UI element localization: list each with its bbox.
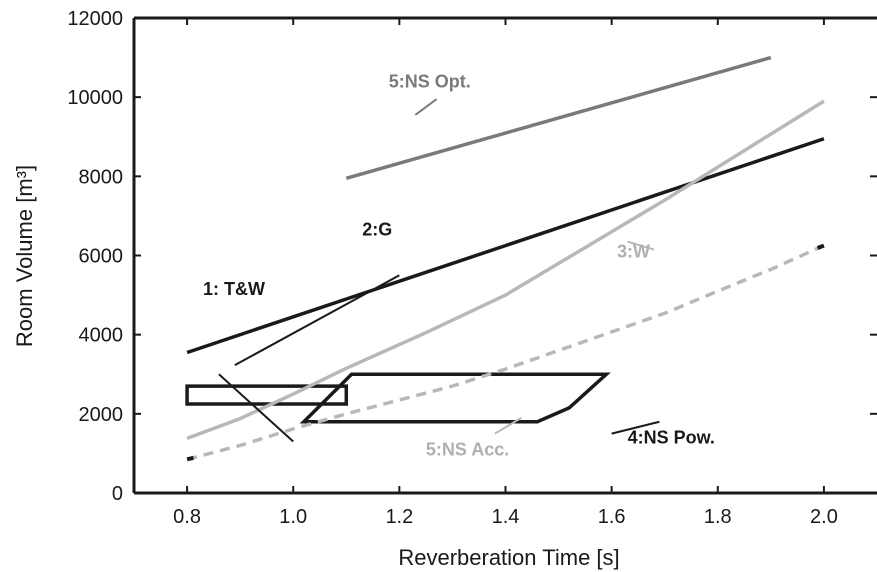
- series-label-1-t-w: 1: T&W: [203, 279, 265, 299]
- series-label-4-ns-pow: 4:NS Pow.: [628, 428, 715, 448]
- x-tick-label: 1.6: [598, 506, 626, 528]
- x-tick-label: 1.4: [492, 506, 520, 528]
- y-tick-label: 2000: [79, 404, 124, 426]
- series-label-5-ns-acc: 5:NS Acc.: [426, 439, 509, 459]
- series-line-5-ns-opt: [345, 55, 772, 180]
- y-axis-label: Room Volume [m³]: [12, 165, 37, 347]
- x-tick-label: 0.8: [173, 506, 201, 528]
- series-region-1-t-w: [185, 384, 349, 406]
- x-tick-label: 1.0: [279, 506, 307, 528]
- y-tick-label: 10000: [67, 87, 123, 109]
- x-tick-label: 1.8: [704, 506, 732, 528]
- series-label-2-g: 2:G: [362, 220, 392, 240]
- leader-line-3-w: [627, 240, 655, 251]
- axes: 0.8 1.0 1.2 1.4 1.6 1.8 2.0 0 2000 4000 6000 8000 10…: [67, 8, 877, 528]
- series-endcap: [186, 455, 194, 462]
- series-line-3-w: [186, 99, 825, 441]
- y-tick-label: 0: [112, 483, 123, 505]
- y-tick-label: 4000: [79, 325, 124, 347]
- series-label-5-ns-opt: 5:NS Opt.: [389, 71, 471, 91]
- series-layer: [185, 55, 825, 462]
- x-tick-label: 1.2: [385, 506, 413, 528]
- series-line-5-ns-acc: [186, 244, 825, 462]
- x-axis-label: Reverberation Time [s]: [398, 545, 619, 570]
- series-line-2-g: [186, 137, 825, 355]
- leader-line-5-ns-opt: [414, 98, 438, 116]
- y-tick-label: 6000: [79, 246, 124, 268]
- series-label-3-w: 3:W: [617, 241, 650, 261]
- leader-line-4-ns-pow: [611, 420, 660, 435]
- y-tick-label: 8000: [79, 166, 124, 188]
- leader-line-2-g: [234, 274, 400, 367]
- x-tick-label: 2.0: [810, 506, 838, 528]
- series-region-4-ns-pow: [299, 372, 611, 424]
- annotation-layer: 1: T&W 2:G 3:W 4:NS Pow. 5:NS Acc. 5:NS Opt.: [203, 71, 715, 459]
- series-endcap: [816, 243, 825, 250]
- y-tick-label: 12000: [67, 8, 123, 30]
- leader-line-5-ns-acc: [494, 416, 522, 435]
- leader-line-1-t-w: [218, 373, 294, 443]
